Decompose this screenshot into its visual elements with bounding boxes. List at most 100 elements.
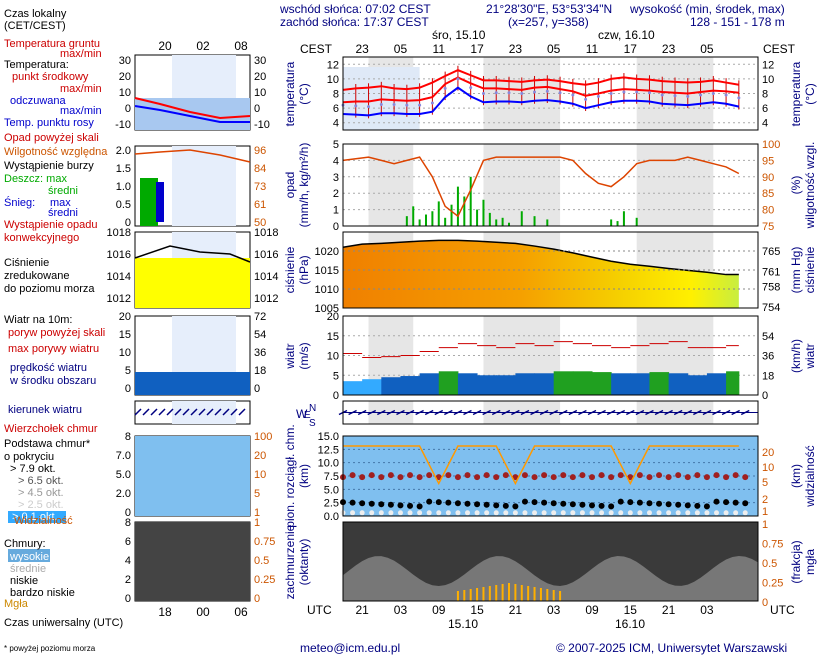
small-press-line [134, 245, 251, 263]
small-temp-tick-r: 20 [254, 71, 266, 83]
wind-speed-bar [726, 371, 740, 395]
dew-point [481, 92, 485, 95]
legend-text: > 7.9 okt. [10, 463, 56, 475]
small-temp-tick: -10 [115, 119, 131, 131]
cloud-base-low-dot [733, 510, 739, 516]
cloud-base-dot [608, 503, 615, 510]
cloud-base-dot [474, 501, 481, 508]
utc-right: UTC [770, 603, 795, 617]
small-shade [172, 146, 236, 226]
wind-speed-bar [362, 379, 382, 395]
cb-tick: 7.5 [324, 471, 339, 483]
legend-text: > 2.5 okt. [18, 499, 64, 511]
wind-speed-bar [457, 373, 478, 395]
small-cloud-fill [135, 436, 250, 516]
small-top-hour: 02 [196, 39, 210, 53]
small-wind-arrow [238, 408, 246, 416]
wind-arrow [616, 409, 626, 416]
email-link[interactable]: meteo@icm.edu.pl [300, 641, 401, 655]
cloud-top-dot [723, 474, 730, 481]
bottom-hour: 21 [509, 603, 523, 617]
small-wind-arrow [222, 408, 230, 416]
small-cb-tick: 5.0 [116, 469, 131, 481]
cloud-base-low-dot [512, 510, 518, 516]
cloud-base-low-dot [589, 510, 595, 516]
fog-bar [533, 587, 536, 601]
cloud-base-dot [675, 501, 682, 508]
humid-tick: 95 [762, 155, 774, 167]
wind-tick: 15 [327, 331, 339, 343]
bottom-hour: 03 [394, 603, 408, 617]
small-wind-tick: 15 [119, 329, 131, 341]
cloud-base-dot [636, 499, 643, 506]
legend-text: Deszcz: max [4, 173, 67, 185]
cloud-base-dot [598, 502, 605, 509]
bottom-hour: 15 [470, 603, 484, 617]
wind-arrow [386, 409, 396, 416]
fog-bar [514, 584, 517, 601]
small-temp-tick: 10 [119, 87, 131, 99]
cloud-base-low-dot [704, 510, 710, 516]
top-hour: 05 [547, 42, 561, 56]
dew-point [367, 105, 371, 109]
legend-text: w środku obszaru [9, 375, 96, 387]
small-press-tick-r: 1014 [254, 271, 278, 283]
small-cb-tick: 7.0 [116, 450, 131, 462]
wind-arrow [721, 409, 731, 416]
temp-tick-r: 8 [762, 89, 768, 101]
top-hour: 05 [700, 42, 714, 56]
cloud-base-low-dot [570, 510, 576, 516]
temp-tick-r: 12 [762, 59, 774, 71]
small-bottom-hour: 18 [158, 605, 172, 619]
cloud-base-dot [521, 498, 528, 505]
legend-text: średnie [10, 563, 46, 575]
night-shade [368, 144, 414, 226]
precip-tick: 5 [333, 139, 339, 151]
cloud-base-dot [397, 502, 404, 509]
cloud-top-dot [435, 474, 442, 481]
cloud-base-dot [713, 498, 720, 505]
cloud-base-low-dot [646, 510, 652, 516]
small-frac-tick: 0.75 [254, 536, 275, 548]
cloud-top-dot [636, 472, 643, 479]
small-wind-kmh: 36 [254, 347, 266, 359]
dew-point [520, 92, 524, 95]
cloud-top-dot [598, 472, 605, 479]
cloud-top-dot [359, 474, 366, 481]
small-humid-tick: 73 [254, 181, 266, 193]
wind-arrow [731, 409, 740, 416]
dew-point [660, 93, 664, 97]
small-wind-arrow [158, 408, 166, 416]
fog-tick: 0.25 [762, 578, 783, 590]
press-unit-l: (hPa) [297, 255, 311, 284]
cloud-base-low-dot [484, 510, 490, 516]
cloud-top-dot [569, 474, 576, 481]
cloud-top-dot [703, 474, 710, 481]
dew-point [622, 90, 626, 94]
dew-point [405, 103, 409, 107]
dew-point [609, 92, 613, 95]
dew-point [494, 91, 498, 95]
small-precip-tick: 1.5 [116, 163, 131, 175]
small-wind-arrow [190, 408, 198, 416]
wind-arrow [712, 409, 721, 416]
wind-tick: 10 [327, 351, 339, 363]
press-mmhg-tick: 765 [762, 246, 780, 258]
wind-arrow [645, 409, 654, 416]
small-wind-arrow [230, 408, 238, 416]
cloud-base-dot [723, 499, 730, 506]
legend-high-bg [8, 549, 50, 562]
panel-border-cover [342, 521, 759, 602]
small-wind-kmh: 18 [254, 365, 266, 377]
cloud-base-dot [407, 502, 414, 509]
wind-arrow [539, 409, 549, 416]
cloud-top-dot [627, 474, 634, 481]
humid-tick: 80 [762, 205, 774, 217]
fog-bar [488, 586, 491, 601]
cloud-base-dot [426, 498, 433, 505]
fog-bar [546, 589, 549, 601]
bottom-hour: 03 [547, 603, 561, 617]
dew-point [711, 92, 715, 95]
wind-arrow [597, 409, 606, 416]
temp-tick: 6 [333, 103, 339, 115]
